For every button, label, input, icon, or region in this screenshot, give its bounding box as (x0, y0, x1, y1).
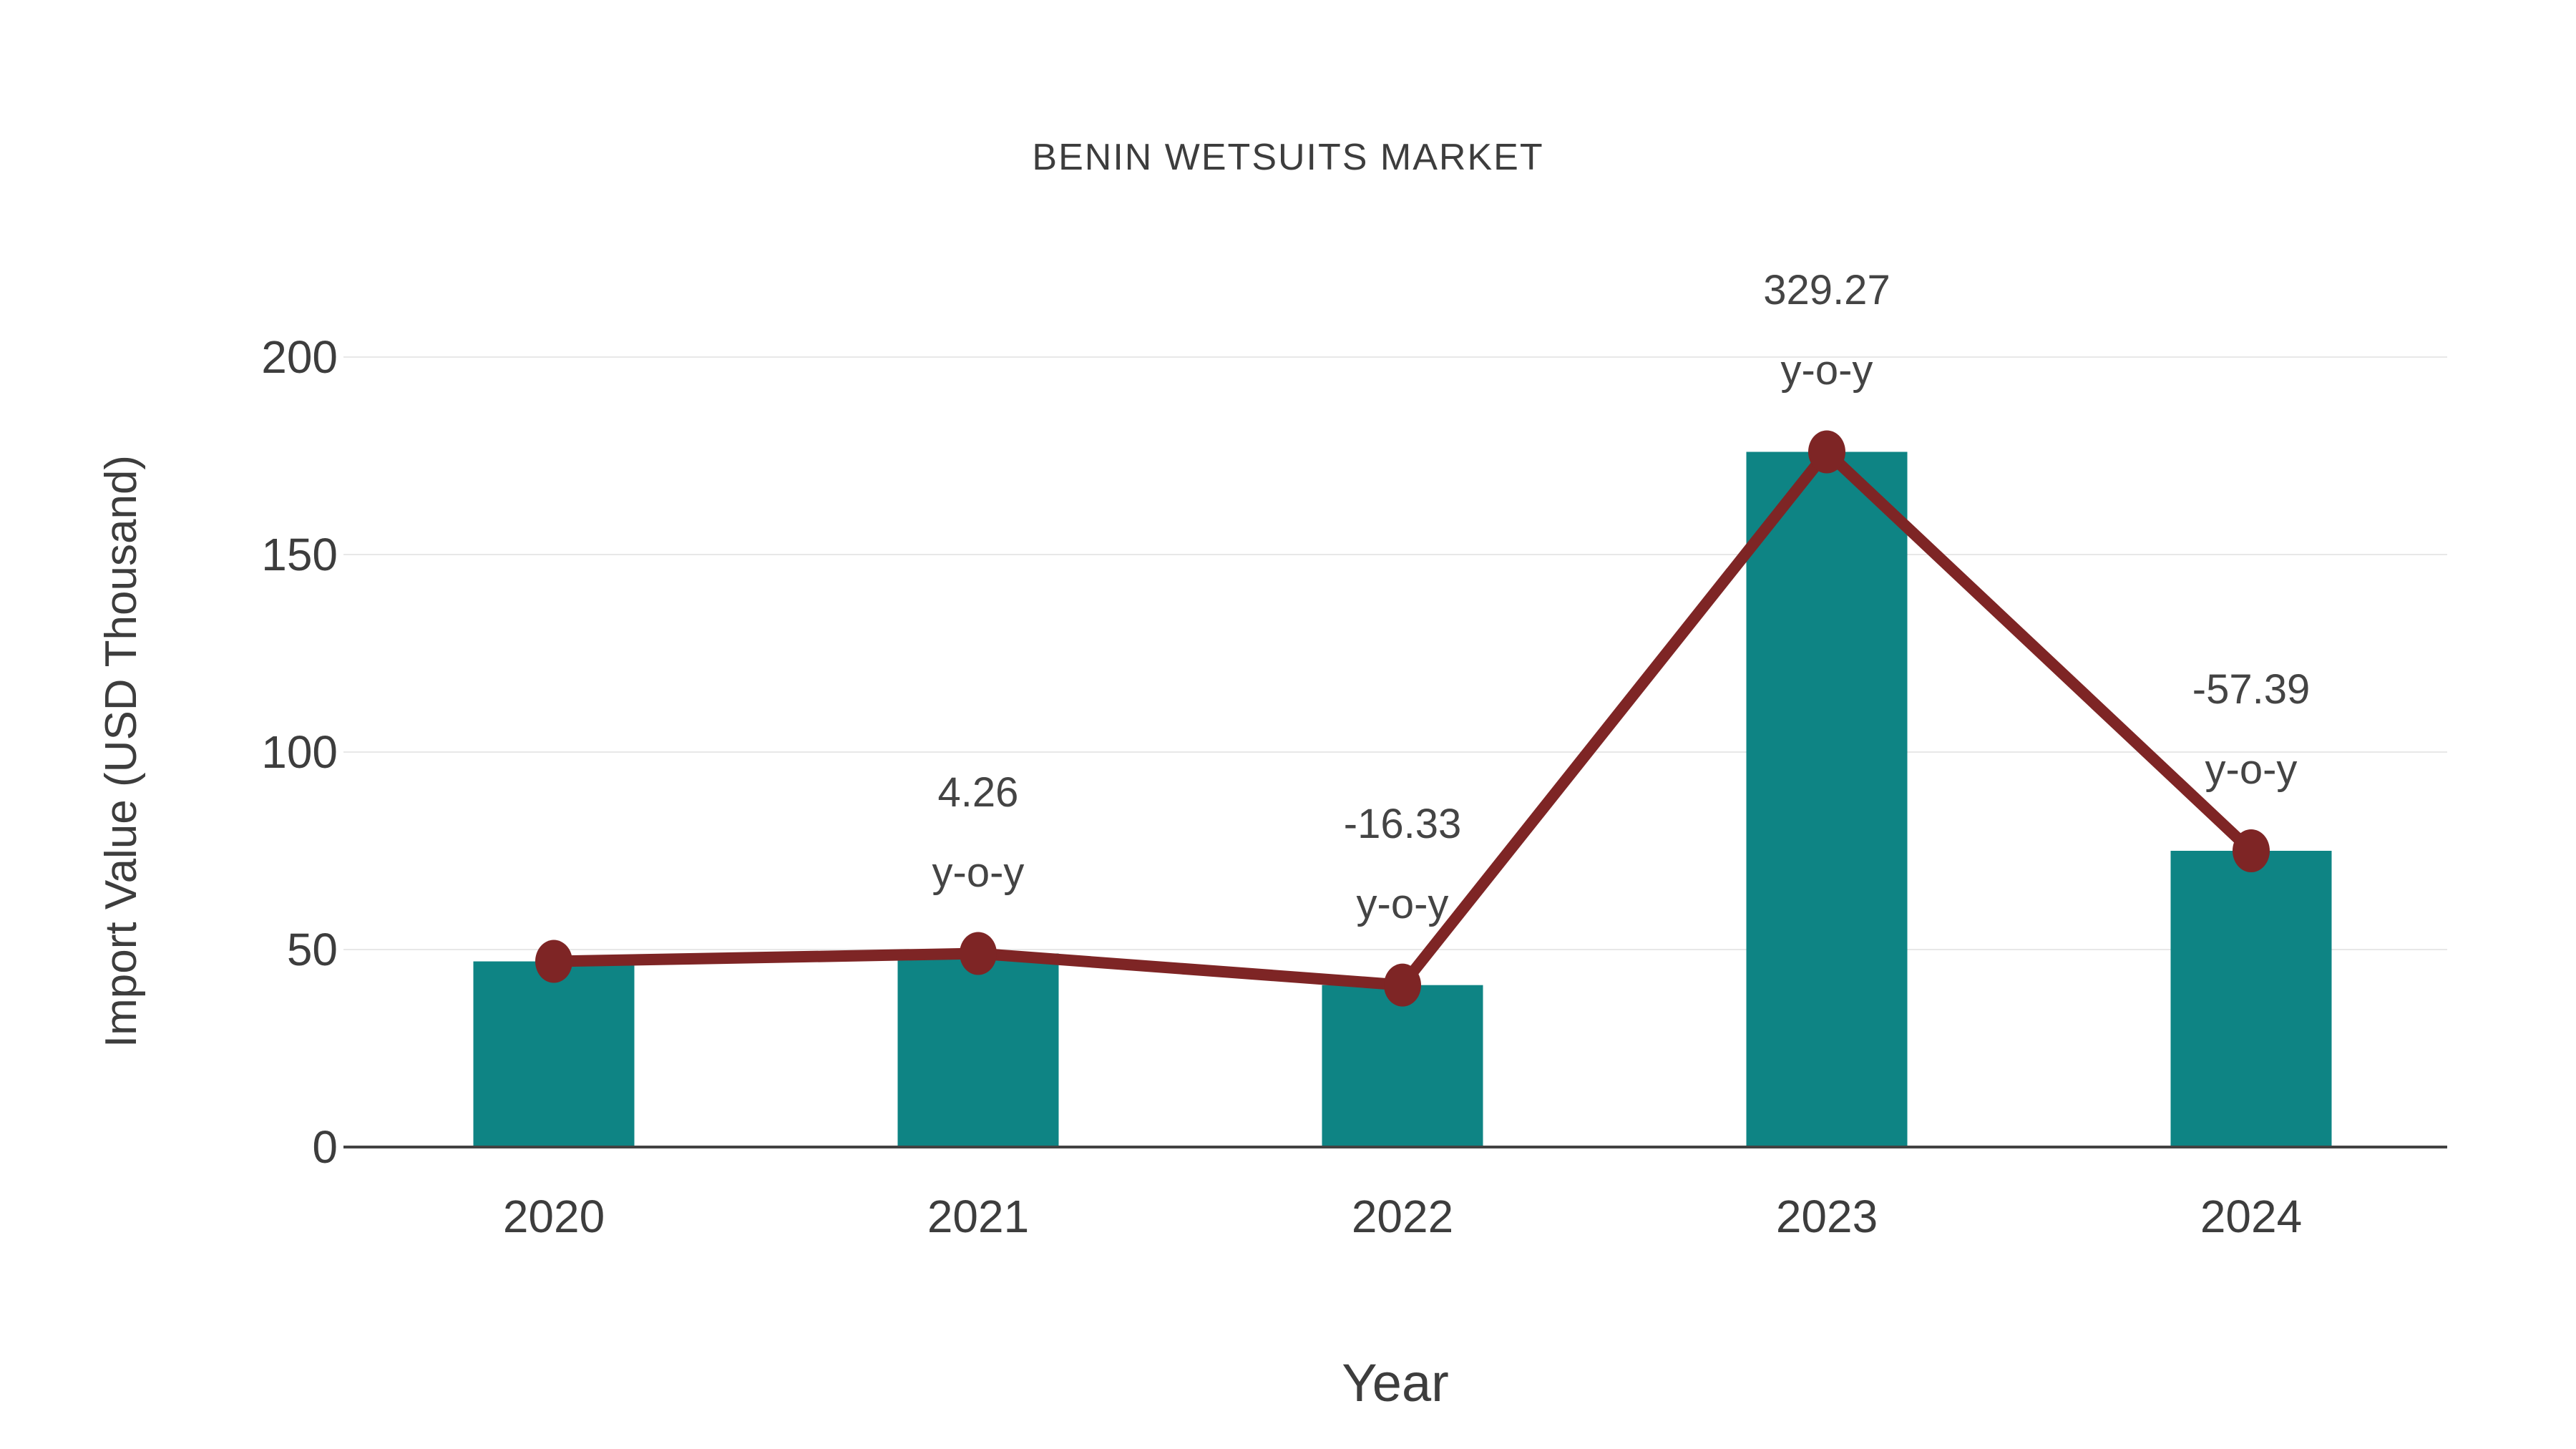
x-tick-label-2024: 2024 (2200, 1191, 2303, 1242)
annotation-value-2023: 329.27 (1763, 267, 1890, 314)
x-axis-title: Year (1342, 1353, 1449, 1413)
annotation-value-2024: -57.39 (2192, 666, 2311, 713)
x-tick-label-2023: 2023 (1775, 1191, 1878, 1242)
marker-2023 (1808, 430, 1845, 474)
annotation-value-2021: 4.26 (937, 769, 1019, 816)
chart-title: BENIN WETSUITS MARKET (1032, 137, 1544, 178)
x-tick-label-2020: 2020 (502, 1191, 605, 1242)
y-tick-label-50: 50 (286, 924, 338, 975)
x-tick-label-2021: 2021 (927, 1191, 1030, 1242)
y-tick-label-150: 150 (261, 529, 338, 580)
x-tick-label-2022: 2022 (1351, 1191, 1454, 1242)
marker-2024 (2233, 829, 2270, 872)
annotation-suffix-2023: y-o-y (1780, 347, 1873, 394)
annotation-suffix-2024: y-o-y (2205, 746, 2298, 793)
bar-2022 (1322, 985, 1483, 1147)
y-tick-label-0: 0 (312, 1121, 338, 1173)
bar-2023 (1746, 452, 1908, 1147)
marker-2022 (1384, 963, 1421, 1007)
annotation-value-2022: -16.33 (1343, 800, 1462, 847)
marker-2021 (960, 932, 997, 975)
bar-2021 (897, 953, 1059, 1147)
y-tick-label-100: 100 (261, 726, 338, 778)
bar-2024 (2170, 851, 2332, 1147)
annotation-suffix-2022: y-o-y (1356, 880, 1449, 927)
annotation-suffix-2021: y-o-y (932, 849, 1025, 896)
bar-2020 (473, 961, 635, 1147)
marker-2020 (535, 940, 572, 983)
y-tick-label-200: 200 (261, 331, 338, 383)
